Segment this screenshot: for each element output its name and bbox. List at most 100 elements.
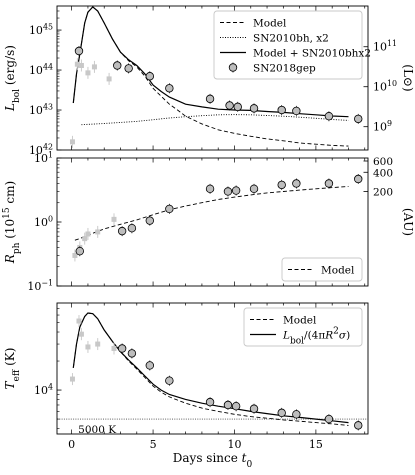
lbol-data-point (277, 105, 286, 115)
lbol-legend-label: SN2010bh, x2 (253, 33, 329, 45)
lbol-legend-label: Model (253, 18, 287, 30)
rph-early-point (82, 236, 88, 242)
rph-data-point (165, 204, 174, 214)
lbol-early-point (69, 139, 75, 145)
lbol-early-point (85, 70, 91, 76)
teff-ytick-label: 104 (34, 382, 53, 397)
lbol-data-point (74, 46, 84, 56)
x-axis-label: Days since t0 (173, 451, 253, 470)
lbol-data-point (292, 106, 301, 116)
lbol-ytick-right-label: 109 (373, 119, 392, 134)
rph-data-point (223, 187, 233, 196)
rph-data-point (205, 184, 215, 194)
rph-plot-area (72, 173, 363, 262)
rph-ylabel-right: (AU) (401, 208, 415, 236)
xtick-label: 0 (68, 438, 75, 451)
lbol-ytick-label: 1042 (29, 142, 53, 157)
panel-lbol: Model SN2010bh, x2 Model + SN2010bhx2 SN201… (56, 5, 371, 151)
rph-ytick-right-label: 200 (373, 187, 393, 199)
lbol-ytick-right-label: 1010 (373, 79, 397, 94)
teff-data-point (145, 361, 155, 370)
lbol-legend-marker (228, 63, 238, 72)
lbol-series-solid (72, 6, 349, 118)
teff-series-solid (72, 312, 349, 424)
teff-legend-label: Lbol/(4πR2σ) (282, 327, 350, 347)
teff-early-point (95, 341, 101, 347)
lbol-ytick-right-label: 1011 (373, 39, 397, 54)
rph-early-point (111, 216, 117, 222)
teff-data-point (165, 376, 174, 385)
teff-data-point (205, 397, 215, 407)
reference-line-label: 5000 K (78, 424, 116, 436)
lbol-data-point (354, 114, 363, 124)
teff-ylabel: Teff (K) (3, 348, 22, 390)
lbol-data-point (205, 94, 215, 104)
lbol-early-point (106, 76, 112, 82)
teff-frame (56, 302, 369, 435)
lbol-ytick-label: 1044 (29, 62, 53, 77)
rph-ytick-right-label: 400 (373, 167, 393, 179)
lbol-early-point (74, 61, 80, 67)
teff-early-point (69, 376, 75, 382)
lbol-data-point (233, 102, 242, 112)
rph-data-point (231, 186, 241, 195)
teff-data-point (249, 404, 259, 413)
rph-data-point (75, 246, 84, 256)
panel-rph: Model (56, 157, 369, 287)
rph-data-point (354, 174, 363, 184)
teff-legend-box (243, 307, 363, 347)
teff-early-point (111, 345, 117, 351)
rph-data-point (277, 180, 286, 190)
lbol-legend-label: Model + SN2010bhx2 (253, 48, 371, 60)
xtick-label: 5 (150, 438, 157, 451)
lbol-data-point (145, 72, 155, 81)
lbol-ytick-label: 1045 (29, 22, 53, 37)
lbol-ylabel: Lbol (erg/s) (3, 45, 22, 112)
rph-data-point (127, 224, 137, 233)
rph-series-dashed (74, 185, 349, 241)
teff-legend-label: Model (283, 315, 317, 327)
lbol-data-point (225, 101, 234, 110)
rph-data-point (145, 216, 155, 225)
rph-data-point (249, 184, 259, 194)
teff-data-point (354, 421, 363, 430)
rph-data-point (324, 179, 334, 188)
xtick-label: 15 (309, 438, 323, 451)
lbol-ylabel-right: (L⊙) (401, 64, 415, 91)
rph-data-point (292, 179, 301, 188)
rph-ylabel: Rph (1015 cm) (2, 181, 22, 264)
lbol-early-point (91, 64, 97, 70)
lbol-legend-box (213, 10, 363, 80)
lbol-legend-label: SN2018gep (253, 63, 316, 75)
teff-early-point (78, 331, 84, 337)
rph-ytick-right-label: 600 (373, 156, 393, 168)
teff-data-point (292, 410, 301, 419)
lbol-data-point (124, 64, 133, 73)
xtick-label: 10 (227, 438, 241, 451)
lbol-data-point (324, 112, 334, 121)
teff-early-point (76, 318, 82, 324)
lbol-ytick-label: 1043 (29, 102, 53, 117)
lbol-data-point (249, 104, 259, 113)
teff-data-point (117, 344, 127, 353)
rph-early-point (85, 231, 91, 237)
lbol-plot-area (69, 6, 363, 148)
teff-plot-area (57, 312, 368, 431)
rph-legend-label: Model (321, 265, 355, 277)
rph-ytick-label: 10−1 (27, 278, 53, 293)
rph-data-point (117, 226, 127, 236)
lbol-data-point (113, 61, 122, 70)
rph-early-point (95, 229, 101, 235)
lbol-series-dotted (81, 114, 349, 126)
teff-early-point (85, 344, 91, 350)
teff-data-point (231, 401, 241, 411)
rph-early-point (72, 252, 78, 258)
lbol-early-point (78, 62, 84, 68)
teff-data-point (277, 408, 286, 418)
rph-ytick-label: 100 (34, 214, 53, 229)
teff-data-point (223, 400, 233, 410)
teff-data-point (324, 414, 334, 424)
rph-ytick-label: 101 (34, 150, 53, 165)
